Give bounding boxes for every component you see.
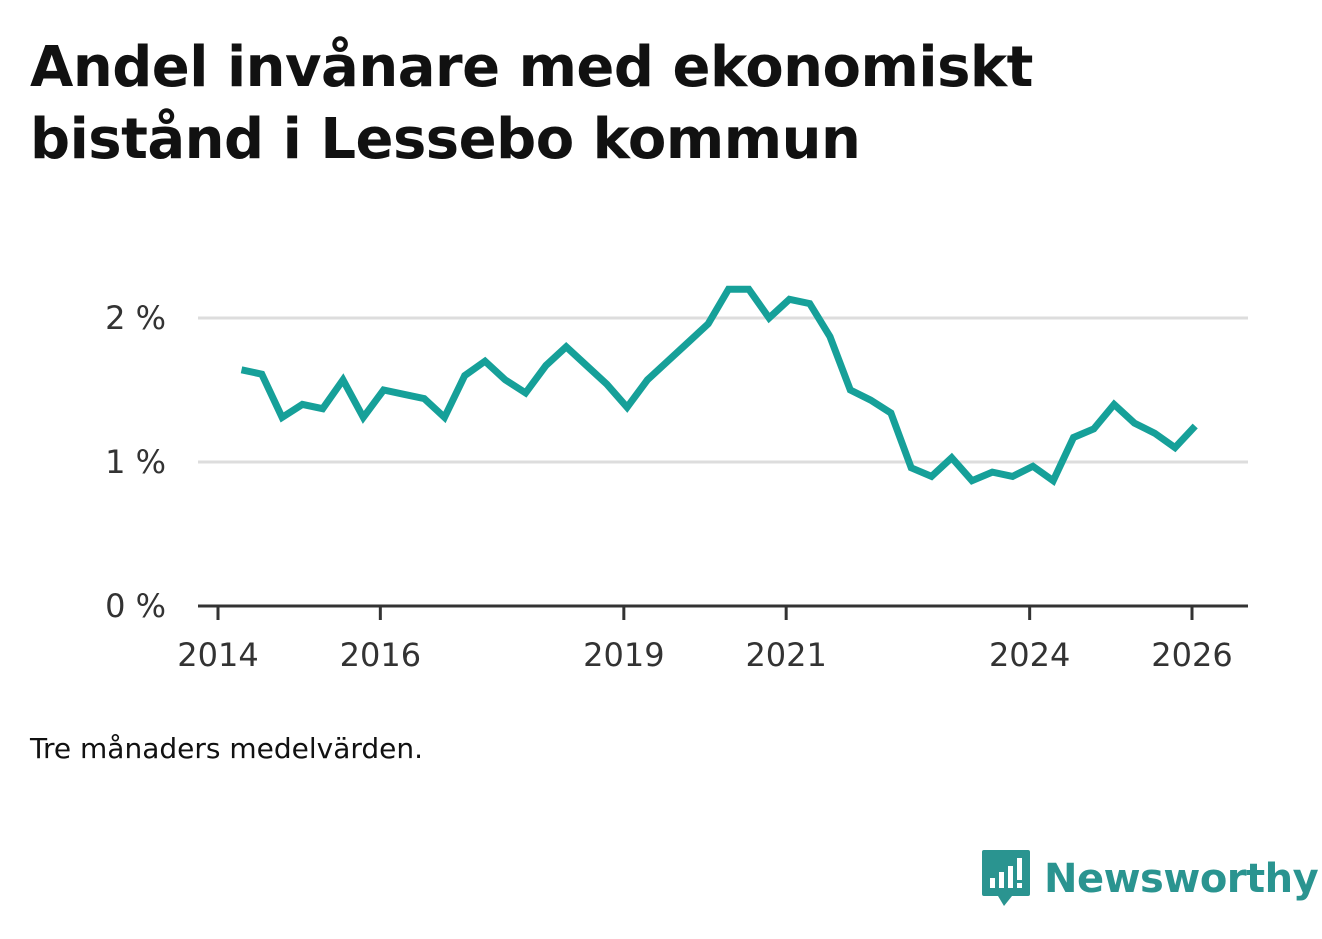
x-tick-label: 2016 <box>340 636 421 674</box>
newsworthy-logo-icon <box>982 850 1030 906</box>
x-tick-label: 2014 <box>177 636 258 674</box>
data-point <box>685 339 692 346</box>
y-axis-labels: 0 % 1 % 2 % <box>105 299 166 625</box>
data-point <box>705 320 712 327</box>
data-point <box>238 366 245 373</box>
data-point <box>279 414 286 421</box>
x-tick-label: 2024 <box>989 636 1070 674</box>
y-tick-label: 2 % <box>105 299 166 337</box>
data-point <box>1131 420 1138 427</box>
data-point <box>827 333 834 340</box>
brand-name: Newsworthy <box>1044 856 1319 902</box>
data-point <box>461 372 468 379</box>
data-point <box>786 296 793 303</box>
chart-title: Andel invånare med ekonomiskt bistånd i … <box>30 35 1033 172</box>
data-point <box>360 414 367 421</box>
series-layer <box>238 285 1199 486</box>
x-axis-labels: 2014 2016 2019 2021 2024 2026 <box>177 636 1232 674</box>
data-point <box>299 401 306 408</box>
data-point <box>644 376 651 383</box>
data-point <box>441 414 448 421</box>
x-tick-label: 2019 <box>583 636 664 674</box>
grid-lines <box>198 316 1248 464</box>
data-point <box>522 389 529 396</box>
data-point <box>847 387 854 394</box>
data-point <box>400 391 407 398</box>
data-point <box>948 454 955 461</box>
series-line <box>240 285 1198 486</box>
data-point <box>928 473 935 480</box>
data-point <box>1151 430 1158 437</box>
data-point <box>1192 423 1199 430</box>
data-point <box>421 395 428 402</box>
data-point <box>1070 434 1077 441</box>
data-point <box>1029 463 1036 470</box>
y-tick-label: 1 % <box>105 443 166 481</box>
data-point <box>867 397 874 404</box>
data-point <box>563 343 570 350</box>
data-point <box>806 300 813 307</box>
data-point <box>908 464 915 471</box>
data-point <box>969 477 976 484</box>
chart-note: Tre månaders medelvärden. <box>30 732 424 765</box>
data-point <box>989 469 996 476</box>
data-point <box>258 371 265 378</box>
data-point <box>603 381 610 388</box>
data-point <box>1050 477 1057 484</box>
x-axis <box>198 604 1248 620</box>
data-point <box>1009 473 1016 480</box>
data-point <box>1090 425 1097 432</box>
data-point <box>725 286 732 293</box>
data-point <box>502 376 509 383</box>
data-point <box>766 315 773 322</box>
data-point <box>340 376 347 383</box>
data-point <box>482 358 489 365</box>
data-point <box>583 362 590 369</box>
x-tick-label: 2026 <box>1151 636 1232 674</box>
data-point <box>624 404 631 411</box>
y-tick-label: 0 % <box>105 587 166 625</box>
data-point <box>1172 444 1179 451</box>
data-point <box>319 405 326 412</box>
newsworthy-logo[interactable]: Newsworthy <box>980 848 1319 910</box>
data-point <box>887 410 894 417</box>
x-tick-label: 2021 <box>745 636 826 674</box>
line-chart: 0 % 1 % 2 % 2014 2016 2019 2021 2024 2026 <box>105 285 1248 674</box>
data-point <box>542 362 549 369</box>
data-point <box>1111 401 1118 408</box>
data-point <box>380 387 387 394</box>
data-point <box>664 358 671 365</box>
data-point <box>745 286 752 293</box>
